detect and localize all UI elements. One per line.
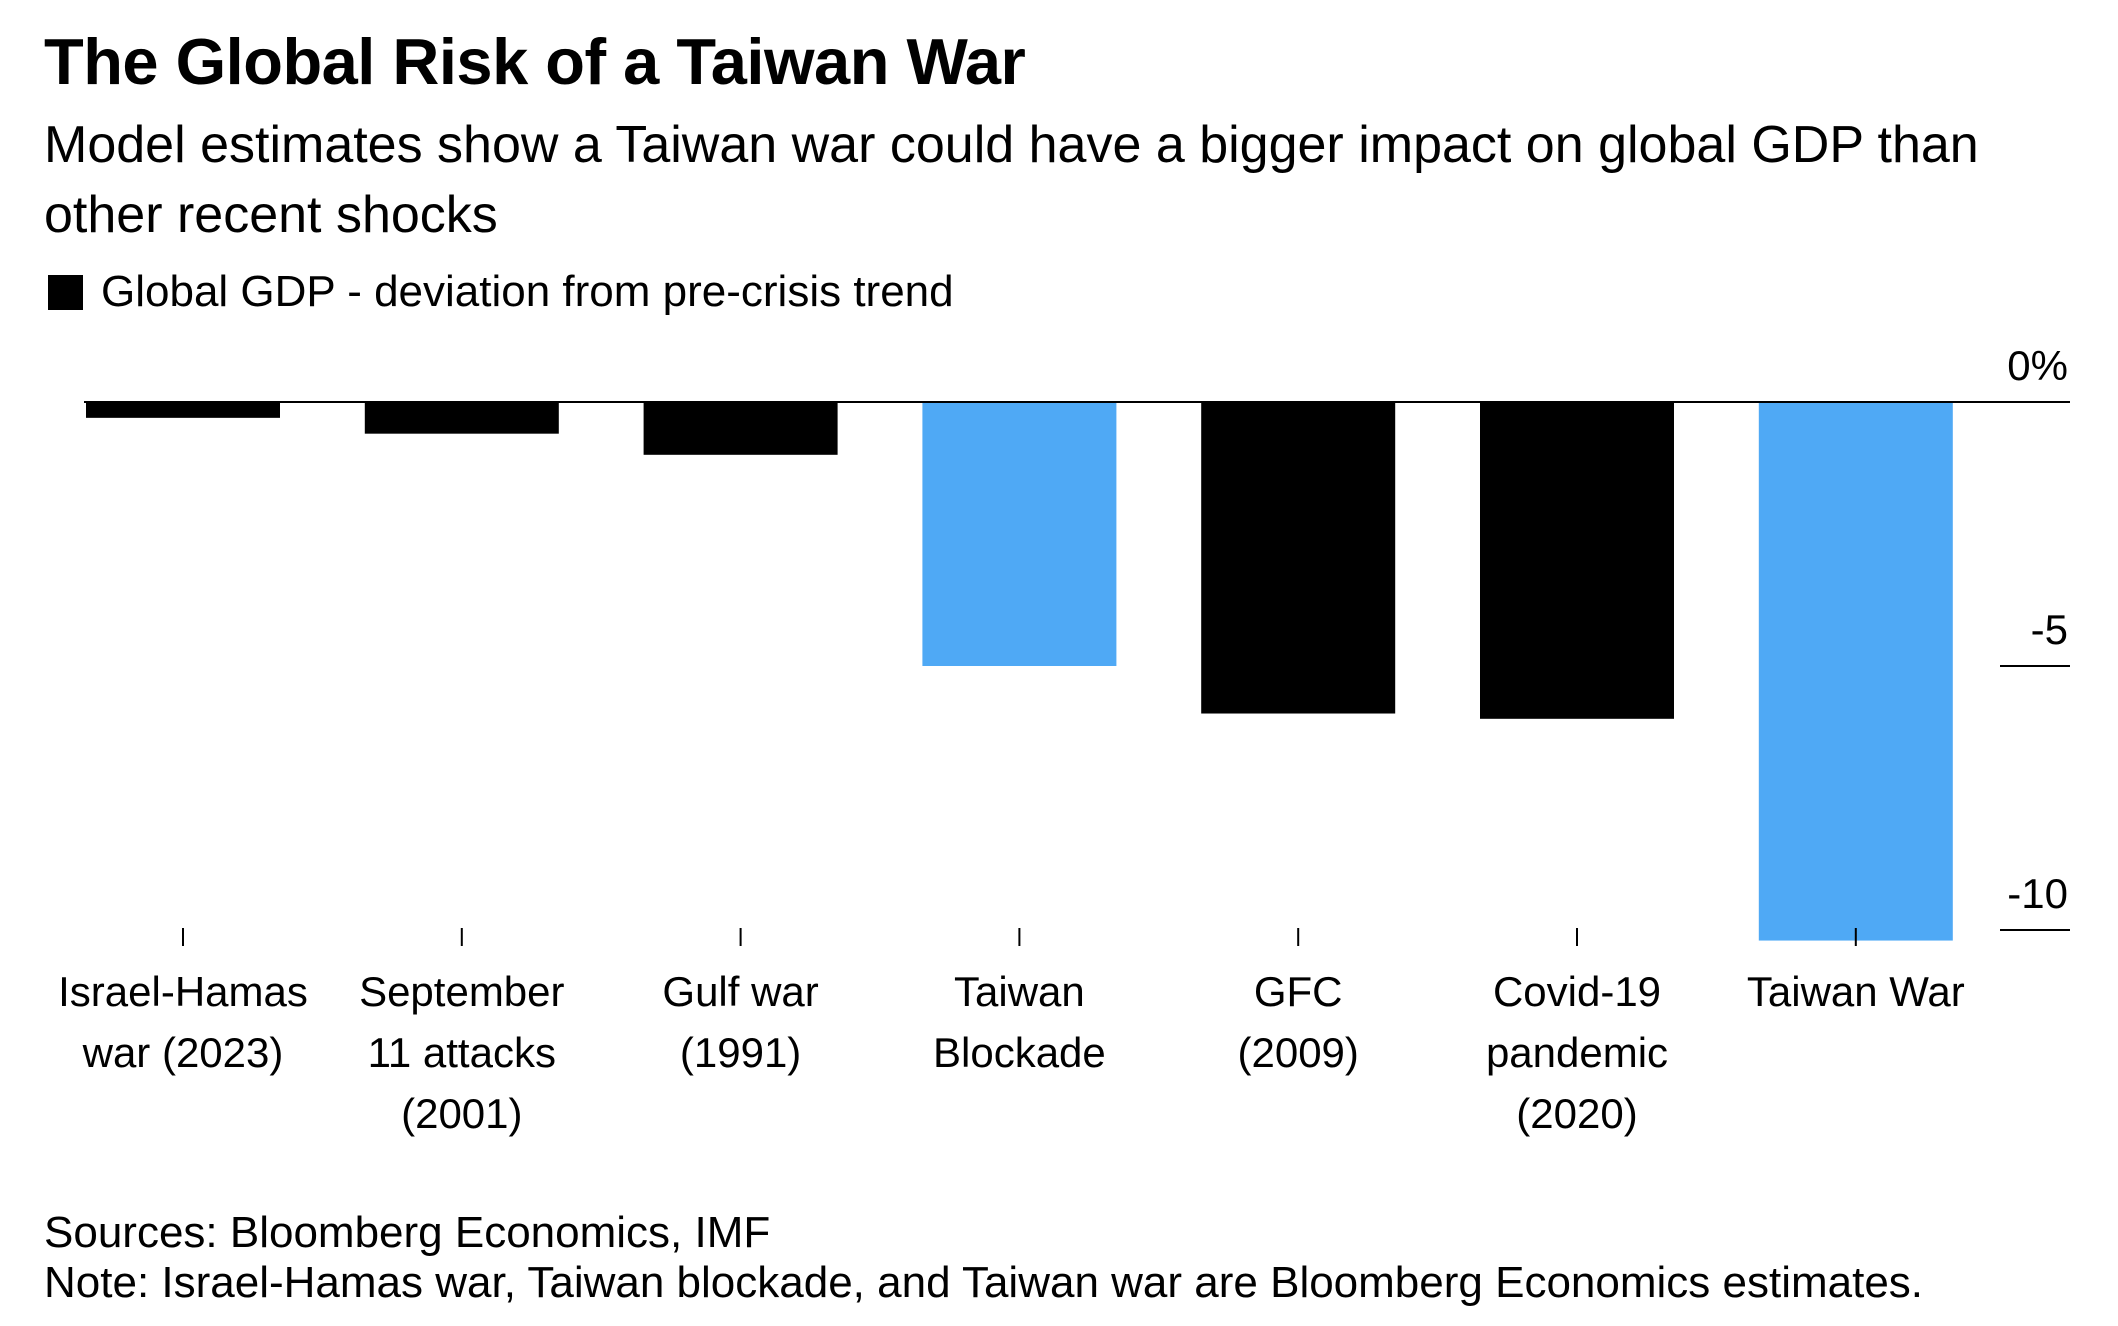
- x-category-label-line: Taiwan War: [1747, 968, 1965, 1015]
- x-category-label: Gulf war (1991): [662, 968, 818, 1076]
- x-category-label: September 11 attacks (2001): [359, 968, 564, 1137]
- x-category-label: Israel-Hamas war (2023): [58, 968, 308, 1076]
- chart-footer: Sources: Bloomberg Economics, IMF Note: …: [44, 1208, 1923, 1308]
- x-category-label-line: GFC: [1254, 968, 1343, 1015]
- x-category-label-line: (2001): [401, 1090, 522, 1137]
- x-category-label-line: Covid-19: [1493, 968, 1661, 1015]
- x-category-label: Covid-19 pandemic (2020): [1486, 968, 1668, 1137]
- bar: [364, 402, 559, 434]
- chart-subtitle: Model estimates show a Taiwan war could …: [44, 116, 1979, 244]
- legend-label: Global GDP - deviation from pre-crisis t…: [101, 267, 954, 316]
- bar: [1480, 402, 1674, 719]
- x-category-label-line: 11 attacks: [368, 1029, 556, 1076]
- y-tick-label: -10: [2007, 870, 2068, 917]
- bar: [86, 402, 280, 418]
- bar: [1758, 402, 1953, 941]
- x-category-label-line: Gulf war: [662, 968, 818, 1015]
- footnote: Note: Israel-Hamas war, Taiwan blockade,…: [44, 1258, 1924, 1307]
- x-category-label-line: September: [359, 968, 564, 1015]
- chart-legend: Global GDP - deviation from pre-crisis t…: [48, 262, 954, 322]
- x-category-label: GFC (2009): [1237, 968, 1358, 1076]
- x-category-label-line: (2009): [1237, 1029, 1358, 1076]
- y-tick-label: -5: [2031, 606, 2068, 653]
- bar: [1201, 402, 1396, 714]
- bar-chart: 0% -5 -10 Israel-Hamas war (2023) September 11…: [58, 342, 2070, 1137]
- x-category-label-line: Israel-Hamas: [58, 968, 308, 1015]
- x-category-label-line: Blockade: [933, 1029, 1106, 1076]
- x-category-label-line: (2020): [1516, 1090, 1637, 1137]
- x-category-label-line: (1991): [680, 1029, 801, 1076]
- sources-note: Sources: Bloomberg Economics, IMF: [44, 1208, 771, 1257]
- x-category-label: Taiwan War: [1747, 968, 1965, 1015]
- x-category-label-line: war (2023): [82, 1029, 284, 1076]
- chart-title: The Global Risk of a Taiwan War: [44, 25, 1026, 98]
- y-tick-label: 0%: [2007, 342, 2068, 389]
- legend-swatch: [48, 274, 83, 310]
- bar: [643, 402, 838, 455]
- x-category-label: Taiwan Blockade: [933, 968, 1106, 1076]
- x-category-label-line: Taiwan: [954, 968, 1085, 1015]
- bar: [922, 402, 1117, 666]
- x-category-label-line: pandemic: [1486, 1029, 1668, 1076]
